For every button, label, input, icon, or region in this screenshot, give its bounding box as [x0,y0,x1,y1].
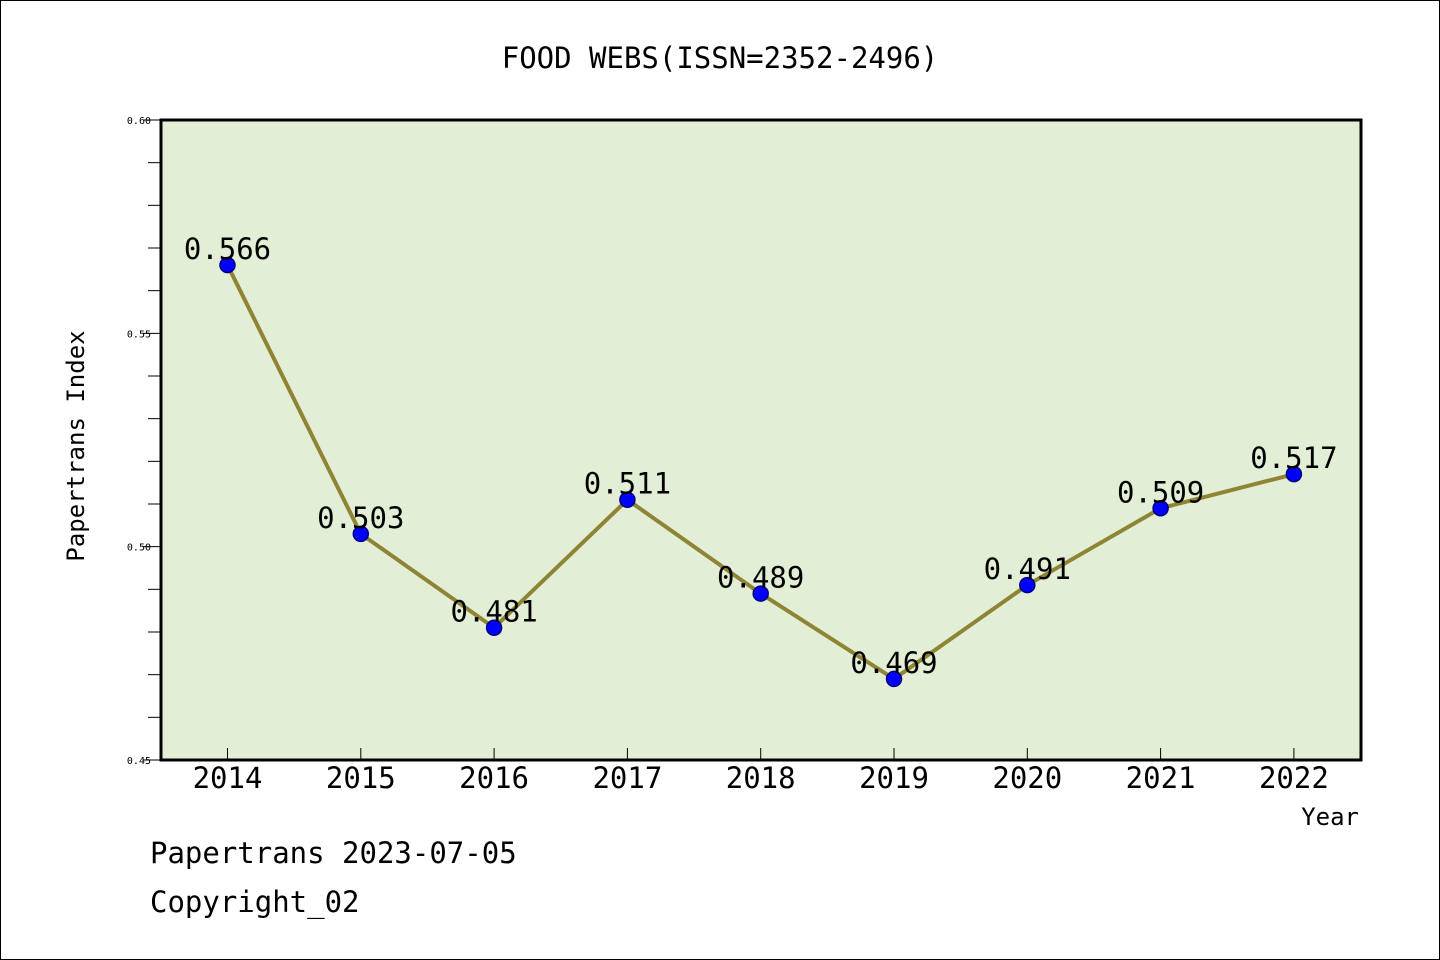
data-label-2014: 0.566 [184,232,271,266]
footer-date-text: Papertrans 2023-07-05 [150,836,517,870]
x-tick-label: 2018 [726,761,796,795]
plot-area [159,118,1363,762]
x-tick-label: 2022 [1259,761,1329,795]
data-point-2022 [1285,465,1303,483]
data-labels: 0.566 0.503 0.481 0.511 0.489 0.469 0.491 0.509… [184,232,1338,680]
footer-copyright-text: Copyright_02 [150,885,360,919]
y-tick-label: 0.60 [127,116,151,127]
x-tick-label: 2015 [326,761,396,795]
data-label-2019: 0.469 [850,646,937,680]
y-axis: 0.45 0.50 0.55 0.60 [127,116,161,767]
x-axis: 2014 2015 2016 2017 2018 2019 2020 2021 2022 [193,748,1329,795]
series-papertrans-index [219,256,1303,688]
data-label-2017: 0.511 [584,467,671,501]
x-tick-label: 2016 [459,761,529,795]
x-tick-label: 2021 [1126,761,1196,795]
data-point-2020 [1019,576,1036,594]
y-tick-label: 0.50 [127,543,151,554]
x-axis-label: Year [1301,803,1359,831]
data-point-2021 [1152,500,1169,517]
x-tick-label: 2020 [992,761,1062,795]
data-label-2022: 0.517 [1250,441,1337,475]
data-point-2019 [885,670,903,688]
data-point-2015 [352,525,370,543]
data-label-2016: 0.481 [450,595,537,629]
data-label-2015: 0.503 [317,501,404,535]
y-tick-label: 0.45 [127,756,151,767]
data-label-2018: 0.489 [717,561,804,595]
x-tick-label: 2017 [592,761,662,795]
data-label-2021: 0.509 [1117,475,1204,509]
x-tick-label: 2019 [859,761,929,795]
x-tick-label: 2014 [193,761,263,795]
chart-title: FOOD WEBS(ISSN=2352-2496) [502,41,939,75]
data-point-2018 [752,585,769,602]
data-point-2014 [219,256,236,274]
data-point-2016 [485,619,503,636]
data-point-2017 [619,491,636,508]
y-axis-label: Papertrans Index [62,330,90,561]
data-label-2020: 0.491 [984,552,1071,586]
y-tick-label: 0.55 [127,329,151,340]
